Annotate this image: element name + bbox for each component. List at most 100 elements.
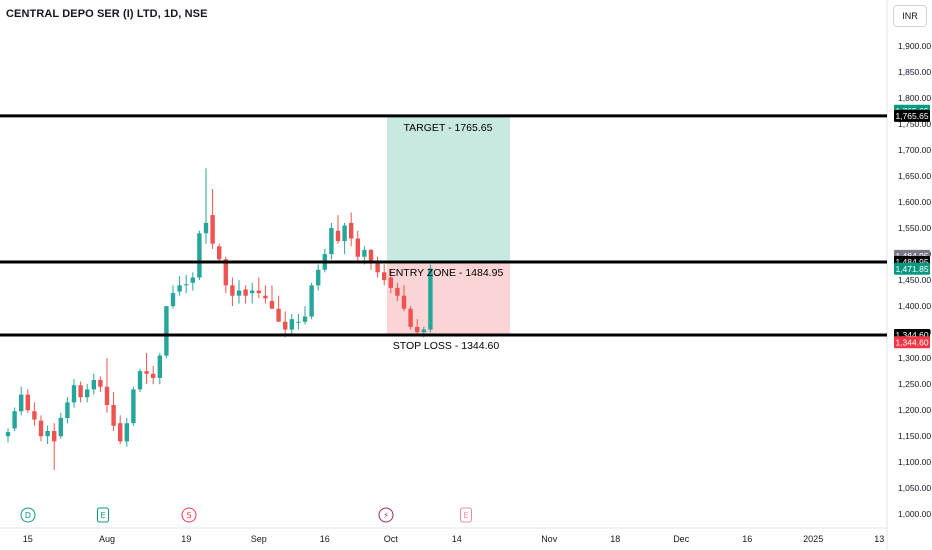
candle-body xyxy=(111,404,116,426)
candle-body xyxy=(118,423,123,442)
candle-body xyxy=(45,430,50,437)
candle-body xyxy=(157,355,162,378)
x-tick-label: Aug xyxy=(99,534,115,544)
candle-body xyxy=(316,269,321,286)
candle-body xyxy=(269,300,275,309)
x-tick-label: 15 xyxy=(23,534,33,544)
candle-body xyxy=(375,261,380,273)
candle-body xyxy=(401,295,407,309)
candle-body xyxy=(177,285,182,292)
candle-body xyxy=(137,371,143,390)
candle-body xyxy=(91,380,96,390)
entry-zone-label: ENTRY ZONE - 1484.95 xyxy=(389,267,504,279)
candle-body xyxy=(421,329,426,333)
candle-body xyxy=(223,259,228,286)
candle-body xyxy=(85,389,90,398)
event-marker-letter: ⚡ xyxy=(383,511,389,520)
candle-body xyxy=(395,287,400,296)
y-tick-label: 1,250.00 xyxy=(898,379,931,389)
candle-body xyxy=(302,316,308,322)
y-tick-label: 1,700.00 xyxy=(898,145,931,155)
y-tick-label: 1,150.00 xyxy=(898,431,931,441)
x-tick-label: 16 xyxy=(320,534,330,544)
y-tick-label: 1,400.00 xyxy=(898,301,931,311)
x-tick-label: 16 xyxy=(742,534,752,544)
candle-body xyxy=(236,290,242,296)
candle-body xyxy=(256,290,261,294)
earnings-marker-icon[interactable] xyxy=(97,507,109,523)
candle-body xyxy=(230,285,235,296)
candle-body xyxy=(217,246,222,260)
price-tag xyxy=(894,336,930,349)
candle-body xyxy=(184,284,189,286)
y-tick-label: 1,800.00 xyxy=(898,93,931,103)
candle-body xyxy=(32,411,37,420)
candle-body xyxy=(71,385,77,403)
candle-body xyxy=(151,373,156,378)
candle-body xyxy=(283,321,288,330)
x-tick-label: 19 xyxy=(181,534,191,544)
event-marker-letter: D xyxy=(25,511,31,520)
split-marker-icon[interactable] xyxy=(181,507,197,523)
y-tick-label: 1,600.00 xyxy=(898,197,931,207)
x-tick-label: 13 xyxy=(874,534,884,544)
candle-body xyxy=(309,285,314,317)
y-tick-label: 1,550.00 xyxy=(898,223,931,233)
candle-body xyxy=(98,380,103,387)
candle-body xyxy=(164,306,169,356)
candle-body xyxy=(170,293,176,307)
target-label: TARGET - 1765.65 xyxy=(404,122,493,134)
candle-body xyxy=(263,295,268,299)
y-tick-label: 1,650.00 xyxy=(898,171,931,181)
candle-body xyxy=(210,215,215,244)
event-marker-letter: S xyxy=(186,511,191,520)
stop-zone xyxy=(387,261,510,335)
price-tag-label: 1,765.65 xyxy=(895,111,928,121)
price-tag-label: 1,484.95 xyxy=(895,251,928,261)
y-tick-label: 1,200.00 xyxy=(898,405,931,415)
candle-body xyxy=(197,233,202,278)
x-tick-label: 2025 xyxy=(803,534,823,544)
candle-body xyxy=(78,385,83,398)
x-tick-label: 14 xyxy=(452,534,462,544)
event-marker-letter: E xyxy=(100,511,105,520)
x-tick-label: Oct xyxy=(384,534,399,544)
earnings-marker-icon[interactable] xyxy=(460,507,472,523)
chart-title: CENTRAL DEPO SER (I) LTD, 1D, NSE xyxy=(6,8,208,20)
y-tick-label: 1,100.00 xyxy=(898,457,931,467)
candle-body xyxy=(335,230,341,242)
y-tick-label: 1,750.00 xyxy=(898,119,931,129)
candle-body xyxy=(243,289,248,296)
y-tick-label: 1,000.00 xyxy=(898,509,931,519)
candle-body xyxy=(131,389,136,424)
dividend-marker-icon[interactable] xyxy=(20,507,36,523)
candle-body xyxy=(349,222,354,239)
candle-body xyxy=(428,268,433,330)
candle-body xyxy=(415,326,420,333)
currency-selector[interactable]: INR xyxy=(893,5,927,27)
news-marker-icon[interactable] xyxy=(378,507,394,523)
price-tag-label: 1,471.85 xyxy=(895,264,928,274)
candle-body xyxy=(203,222,209,234)
candle-body xyxy=(368,249,374,262)
candle-body xyxy=(388,277,393,288)
candle-body xyxy=(342,225,347,242)
candle-body xyxy=(250,290,255,294)
stop-loss-label: STOP LOSS - 1344.60 xyxy=(393,340,500,352)
x-tick-label: Dec xyxy=(673,534,690,544)
y-tick-label: 1,300.00 xyxy=(898,353,931,363)
y-tick-label: 1,900.00 xyxy=(898,41,931,51)
candle-body xyxy=(19,394,24,412)
x-tick-label: Nov xyxy=(541,534,558,544)
candle-body xyxy=(329,228,334,255)
candle-body xyxy=(104,386,110,405)
candle-body xyxy=(5,432,11,437)
candle-body xyxy=(58,417,63,437)
candle-body xyxy=(12,411,17,429)
price-tag-label: 1,484.95 xyxy=(895,257,928,267)
target-zone xyxy=(387,115,510,262)
y-tick-label: 1,450.00 xyxy=(898,275,931,285)
price-tag xyxy=(894,262,930,275)
price-tag-label: 1,344.60 xyxy=(895,330,928,340)
